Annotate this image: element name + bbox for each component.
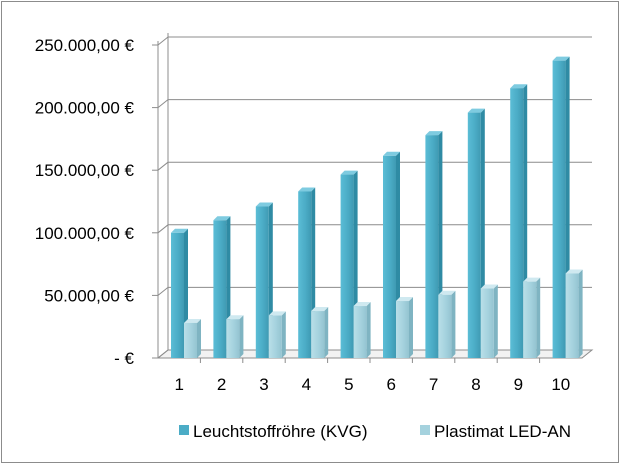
bar (298, 191, 312, 358)
bar-top (268, 311, 286, 316)
x-tick-label: 4 (302, 375, 311, 394)
bar (213, 220, 227, 358)
bar-top (298, 187, 316, 192)
bar-series-2-3 (268, 311, 286, 358)
bar-series-2-10 (565, 269, 583, 358)
bar (467, 112, 481, 358)
bar-top (552, 56, 570, 61)
legend-label-series-2: Plastimat LED-AN (434, 422, 571, 441)
bar-top (213, 216, 231, 221)
bar-top (396, 297, 413, 302)
y-tick-label: 250.000,00 € (35, 36, 135, 55)
bar-series-2-7 (438, 290, 456, 358)
bar-series-2-2 (226, 315, 244, 358)
bars (171, 56, 583, 359)
x-tick-label: 1 (174, 375, 183, 394)
bar-series-2-9 (523, 277, 541, 358)
x-tick-label: 8 (471, 375, 480, 394)
bar-series-2-8 (480, 284, 498, 358)
bar (438, 294, 452, 358)
y-tick-label: 100.000,00 € (35, 224, 135, 243)
legend-swatch-series-2 (420, 425, 430, 435)
bar-side (281, 311, 286, 358)
bar (565, 273, 579, 358)
gridline-diagonal (157, 287, 169, 296)
y-tick-label: 200.000,00 € (35, 99, 135, 118)
bar-side (366, 302, 371, 358)
bar-side (451, 290, 456, 358)
y-tick-label: - € (114, 349, 134, 368)
bar-top (480, 284, 498, 289)
bar-top (438, 290, 456, 295)
x-tick-label: 2 (217, 375, 226, 394)
x-tick-label: 5 (344, 375, 353, 394)
bar-series-2-5 (353, 302, 371, 358)
bar-series-2-1 (184, 318, 201, 358)
bar-side (578, 269, 583, 358)
bar-top (383, 151, 400, 156)
bar (480, 288, 494, 358)
x-tick-label: 10 (551, 375, 570, 394)
bar (226, 319, 240, 358)
x-tick-label: 6 (386, 375, 395, 394)
bar (383, 155, 396, 358)
legend: Leuchtstoffröhre (KVG) Plastimat LED-AN (179, 422, 571, 441)
y-tick-label: 150.000,00 € (35, 161, 135, 180)
bar-side (409, 297, 413, 358)
bar-top (425, 131, 443, 136)
bar-top (340, 170, 358, 175)
bar-series-2-4 (311, 307, 329, 358)
bar (255, 206, 269, 358)
gridline-diagonal (157, 99, 169, 108)
bar (340, 174, 354, 358)
bar (523, 281, 537, 358)
x-axis-ticks: 1 2 3 4 5 6 7 8 9 10 (174, 358, 570, 394)
bar (510, 88, 524, 358)
bar-top (184, 318, 201, 323)
bar (311, 311, 325, 358)
bar-top (353, 302, 371, 307)
bar (184, 322, 197, 358)
legend-swatch-series-1 (179, 425, 189, 435)
x-tick-label: 3 (259, 375, 268, 394)
bar-side (197, 318, 201, 358)
bar-side (239, 315, 244, 358)
bar (268, 315, 282, 358)
bar-side (493, 284, 498, 358)
bar-top (171, 228, 188, 233)
gridline-diagonal (157, 161, 169, 171)
legend-label-series-1: Leuchtstoffröhre (KVG) (193, 422, 368, 441)
bar-side (536, 277, 541, 358)
x-tick-label: 9 (514, 375, 523, 394)
y-axis-ticks: - € 50.000,00 € 100.000,00 € 150.000,00 € 20… (35, 36, 158, 368)
bar (353, 306, 367, 358)
bar-top (226, 315, 244, 320)
bar-top (565, 269, 583, 274)
bar-top (255, 202, 273, 207)
bar (425, 135, 439, 358)
bar-side (324, 307, 329, 358)
gridline-diagonal (157, 224, 169, 234)
bar-top (510, 84, 528, 89)
x-tick-label: 7 (429, 375, 438, 394)
gridline-diagonal (157, 349, 169, 359)
bar-top (523, 277, 541, 282)
bar (396, 301, 409, 358)
legend-item-series-2: Plastimat LED-AN (420, 422, 571, 441)
bar-top (311, 307, 329, 312)
bar (171, 232, 184, 358)
legend-item-series-1: Leuchtstoffröhre (KVG) (179, 422, 368, 441)
y-tick-label: 50.000,00 € (44, 286, 134, 305)
gridline-diagonal (157, 36, 169, 46)
bar-series-2-6 (396, 297, 413, 358)
bar (552, 60, 566, 359)
bar-top (467, 108, 485, 113)
